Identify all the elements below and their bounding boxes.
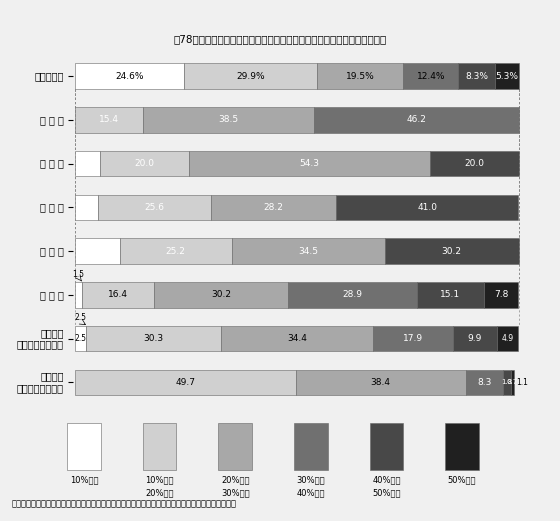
Text: 49.7: 49.7 [175, 378, 195, 387]
Bar [314, 107, 519, 132]
Bar [211, 195, 337, 220]
Bar [385, 239, 519, 264]
Text: 19.5%: 19.5% [346, 72, 375, 81]
Bar [75, 282, 82, 307]
Bar [452, 326, 497, 351]
Bar [497, 326, 518, 351]
Text: 15.1: 15.1 [440, 290, 460, 300]
Text: 1.8: 1.8 [501, 379, 512, 386]
Bar [317, 64, 403, 89]
Bar [75, 369, 296, 395]
Bar [75, 151, 100, 176]
Text: 12.4%: 12.4% [417, 72, 445, 81]
Text: 30%未満: 30%未満 [221, 489, 250, 498]
Text: 1.1: 1.1 [516, 378, 528, 387]
Text: 30%以上: 30%以上 [296, 475, 325, 485]
Bar [120, 239, 232, 264]
Text: 50%未満: 50%未満 [372, 489, 400, 498]
Bar [75, 107, 143, 132]
Text: 20.0: 20.0 [464, 159, 484, 168]
Text: 30.2: 30.2 [212, 290, 231, 300]
Text: 30.3: 30.3 [143, 334, 164, 343]
Text: 20%以上: 20%以上 [221, 475, 249, 485]
Bar [75, 64, 184, 89]
Bar [511, 369, 514, 395]
Bar [373, 326, 452, 351]
Bar [232, 239, 385, 264]
Text: 28.2: 28.2 [264, 203, 284, 212]
Text: 54.3: 54.3 [300, 159, 320, 168]
Bar [503, 369, 511, 395]
Text: 38.4: 38.4 [371, 378, 391, 387]
Text: 0.7: 0.7 [507, 379, 518, 386]
Bar [155, 282, 288, 307]
Bar [75, 326, 86, 351]
Text: 5.3%: 5.3% [496, 72, 519, 81]
Text: 1.5: 1.5 [72, 270, 85, 279]
Text: 38.5: 38.5 [219, 115, 239, 125]
Text: 4.9: 4.9 [501, 334, 514, 343]
Bar [86, 326, 221, 351]
Text: 第78図　市町村の規模別地方税の歳入総額に占める割合の状況（構成比）: 第78図 市町村の規模別地方税の歳入総額に占める割合の状況（構成比） [174, 34, 386, 44]
Text: 2.5: 2.5 [74, 334, 87, 343]
Text: 9.9: 9.9 [468, 334, 482, 343]
Text: 25.2: 25.2 [166, 246, 186, 256]
Bar [82, 282, 155, 307]
Text: （注）「市町村合計」における団体は、大都市、中核市、特例市、中都市、小都市及び町村である。: （注）「市町村合計」における団体は、大都市、中核市、特例市、中都市、小都市及び町… [11, 499, 236, 508]
Text: 5.1: 5.1 [79, 203, 94, 212]
Text: 7.8: 7.8 [494, 290, 508, 300]
Text: 34.4: 34.4 [287, 334, 307, 343]
Text: 25.6: 25.6 [144, 203, 165, 212]
Text: 17.9: 17.9 [403, 334, 423, 343]
Text: 41.0: 41.0 [417, 203, 437, 212]
Text: 40%未満: 40%未満 [297, 489, 325, 498]
Text: 5.7: 5.7 [81, 159, 95, 168]
Bar [458, 64, 495, 89]
Text: 28.9: 28.9 [343, 290, 362, 300]
Bar [296, 369, 466, 395]
Bar [495, 64, 519, 89]
Text: 10.1: 10.1 [87, 246, 108, 256]
Text: 20%未満: 20%未満 [146, 489, 174, 498]
Bar [100, 151, 189, 176]
Bar [97, 195, 211, 220]
Text: 10%以上: 10%以上 [146, 475, 174, 485]
Bar [189, 151, 430, 176]
Text: 10%未満: 10%未満 [70, 475, 98, 485]
Bar [184, 64, 317, 89]
Bar [288, 282, 417, 307]
Text: 20.0: 20.0 [134, 159, 155, 168]
Text: 15.4: 15.4 [99, 115, 119, 125]
Text: 8.3: 8.3 [477, 378, 492, 387]
Text: 40%以上: 40%以上 [372, 475, 400, 485]
Bar [417, 282, 484, 307]
Bar [484, 282, 518, 307]
Bar [337, 195, 518, 220]
Text: 2.5: 2.5 [74, 314, 87, 322]
Bar [466, 369, 503, 395]
Bar [430, 151, 519, 176]
Text: 8.3%: 8.3% [465, 72, 488, 81]
Text: 30.2: 30.2 [442, 246, 461, 256]
Text: 24.6%: 24.6% [115, 72, 144, 81]
Bar [221, 326, 373, 351]
Text: 46.2: 46.2 [407, 115, 427, 125]
Bar [143, 107, 314, 132]
Text: 34.5: 34.5 [298, 246, 318, 256]
Bar [403, 64, 458, 89]
Text: 16.4: 16.4 [108, 290, 128, 300]
Bar [75, 195, 97, 220]
Bar [75, 239, 120, 264]
Text: 29.9%: 29.9% [236, 72, 265, 81]
Text: 50%以上: 50%以上 [448, 475, 476, 485]
